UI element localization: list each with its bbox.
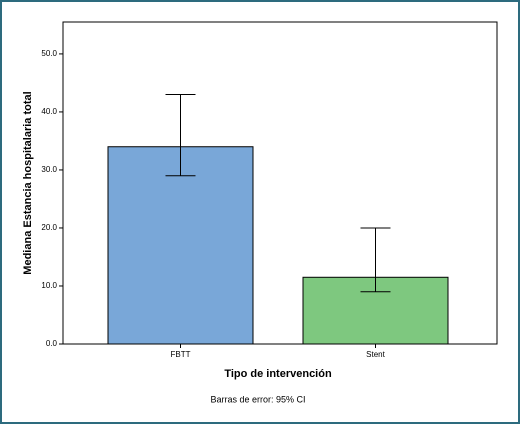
y-tick-label: 0.0 bbox=[46, 339, 58, 348]
y-tick-label: 40.0 bbox=[41, 107, 57, 116]
x-tick-label: Stent bbox=[366, 350, 385, 359]
bar bbox=[107, 146, 254, 345]
y-tick-label: 20.0 bbox=[41, 223, 57, 232]
y-tick-label: 30.0 bbox=[41, 165, 57, 174]
x-tick-label: FBTT bbox=[171, 350, 191, 359]
y-tick-label: 10.0 bbox=[41, 281, 57, 290]
y-axis-title: Mediana Estancia hospitalaria total bbox=[22, 91, 34, 274]
x-axis-title: Tipo de intervención bbox=[224, 368, 332, 380]
y-tick-label: 50.0 bbox=[41, 49, 57, 58]
note: Barras de error: 95% CI bbox=[210, 394, 305, 404]
plot-frame bbox=[62, 21, 498, 345]
